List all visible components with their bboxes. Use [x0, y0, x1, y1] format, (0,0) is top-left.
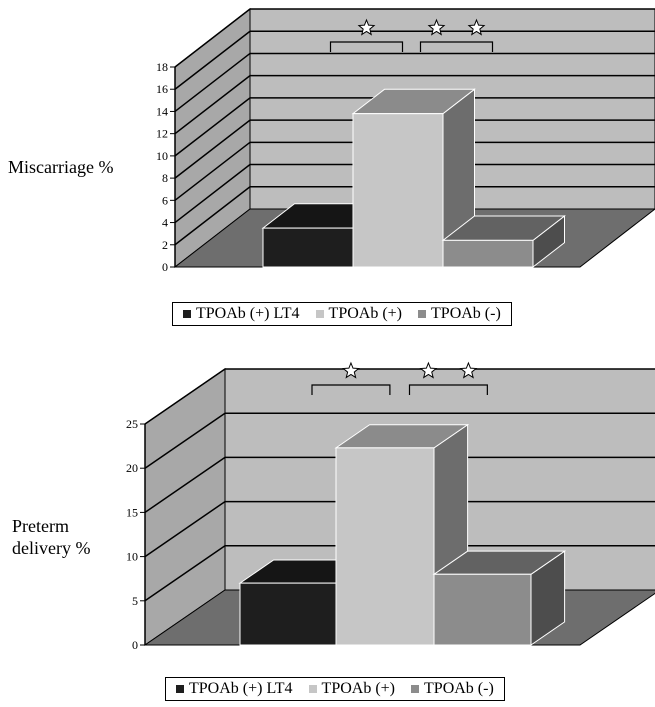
- gridline: [174, 8, 655, 68]
- legend-swatch-pos: [308, 685, 317, 693]
- bar-tpoab-neg: [442, 239, 534, 268]
- miscarriage-chart: 0 2 4 6 8 10 12 14 16 18 Miscarriage % TPOAb (+) …: [0, 0, 655, 345]
- legend-swatch-lt4: [183, 310, 191, 318]
- legend-label-neg: TPOAb (-): [431, 305, 501, 322]
- significance-star-icon: [427, 18, 446, 36]
- y-tick-label: 4: [162, 216, 168, 230]
- significance-star-icon: [459, 361, 478, 379]
- y-tick-label: 16: [156, 82, 168, 96]
- gridline: [174, 97, 655, 157]
- y-tick-label: 25: [126, 417, 138, 431]
- y-tick-label: 10: [126, 550, 138, 564]
- bar-tpoab-pos: [352, 113, 444, 268]
- y-tick-label: 12: [156, 127, 168, 141]
- significance-bracket: [408, 384, 488, 395]
- gridline: [144, 456, 655, 514]
- legend-item-neg: TPOAb (-): [418, 305, 501, 323]
- bar-tpoab-pos-lt4: [262, 227, 354, 268]
- miscarriage-chart-plot: 0 2 4 6 8 10 12 14 16 18: [156, 7, 655, 274]
- gridline: [144, 412, 655, 469]
- gridline: [174, 119, 655, 179]
- preterm-delivery-chart: 0 5 10 15 20 25 Preterm delivery % TPOAb (+) …: [0, 345, 655, 707]
- preterm-delivery-chart-plot: 0 5 10 15 20 25: [126, 361, 655, 652]
- legend-label-pos: TPOAb (+): [328, 305, 403, 322]
- y-tick-label: 0: [162, 260, 168, 274]
- legend-label-lt4: TPOAb (+) LT4: [196, 305, 300, 322]
- legend-item-neg: TPOAb (-): [411, 680, 494, 698]
- preterm-y-axis-label: Preterm delivery %: [12, 515, 90, 559]
- significance-star-icon: [467, 18, 486, 36]
- significance-bracket: [329, 41, 404, 52]
- preterm-legend: TPOAb (+) LT4 TPOAb (+) TPOAb (-): [165, 677, 505, 701]
- y-axis-label-line: Miscarriage %: [8, 157, 114, 177]
- legend-label-lt4: TPOAb (+) LT4: [189, 680, 293, 697]
- miscarriage-y-axis-label: Miscarriage %: [8, 156, 113, 178]
- bar-tpoab-pos-lt4: [239, 582, 337, 646]
- legend-swatch-pos: [315, 310, 324, 318]
- legend-item-pos: TPOAb (+): [315, 305, 403, 323]
- legend-swatch-neg: [418, 310, 427, 318]
- legend-item-pos: TPOAb (+): [308, 680, 396, 698]
- gridline: [174, 163, 655, 224]
- miscarriage-legend: TPOAb (+) LT4 TPOAb (+) TPOAb (-): [172, 302, 512, 326]
- bar-tpoab-pos: [335, 447, 435, 646]
- y-axis-label-line: delivery %: [12, 538, 91, 558]
- y-tick-label: 5: [132, 594, 138, 608]
- y-tick-label: 0: [132, 638, 138, 652]
- legend-item-lt4: TPOAb (+) LT4: [183, 305, 300, 323]
- legend-label-neg: TPOAb (-): [424, 680, 494, 697]
- significance-star-icon: [342, 361, 360, 379]
- legend-item-lt4: TPOAb (+) LT4: [176, 680, 293, 698]
- gridline: [174, 141, 655, 201]
- legend-swatch-lt4: [176, 685, 184, 693]
- gridline: [144, 500, 655, 558]
- y-axis-label-line: Preterm: [12, 516, 69, 536]
- y-tick-label: 10: [156, 149, 168, 163]
- y-tick-label: 18: [156, 60, 168, 74]
- bar-tpoab-neg: [433, 573, 532, 646]
- significance-bracket: [311, 384, 391, 395]
- gridline: [144, 368, 655, 425]
- y-tick-label: 14: [156, 104, 168, 118]
- gridline: [174, 52, 655, 113]
- significance-star-icon: [357, 18, 376, 36]
- y-tick-label: 2: [162, 238, 168, 252]
- significance-bracket: [419, 41, 494, 52]
- gridline: [174, 30, 655, 90]
- y-tick-label: 6: [162, 193, 168, 207]
- significance-star-icon: [419, 361, 438, 379]
- gridline: [174, 186, 655, 246]
- y-tick-label: 20: [126, 461, 138, 475]
- y-tick-label: 8: [162, 171, 168, 185]
- gridline: [144, 545, 655, 602]
- legend-swatch-neg: [411, 685, 420, 693]
- y-tick-label: 15: [126, 505, 138, 519]
- gridline: [174, 74, 655, 135]
- legend-label-pos: TPOAb (+): [321, 680, 396, 697]
